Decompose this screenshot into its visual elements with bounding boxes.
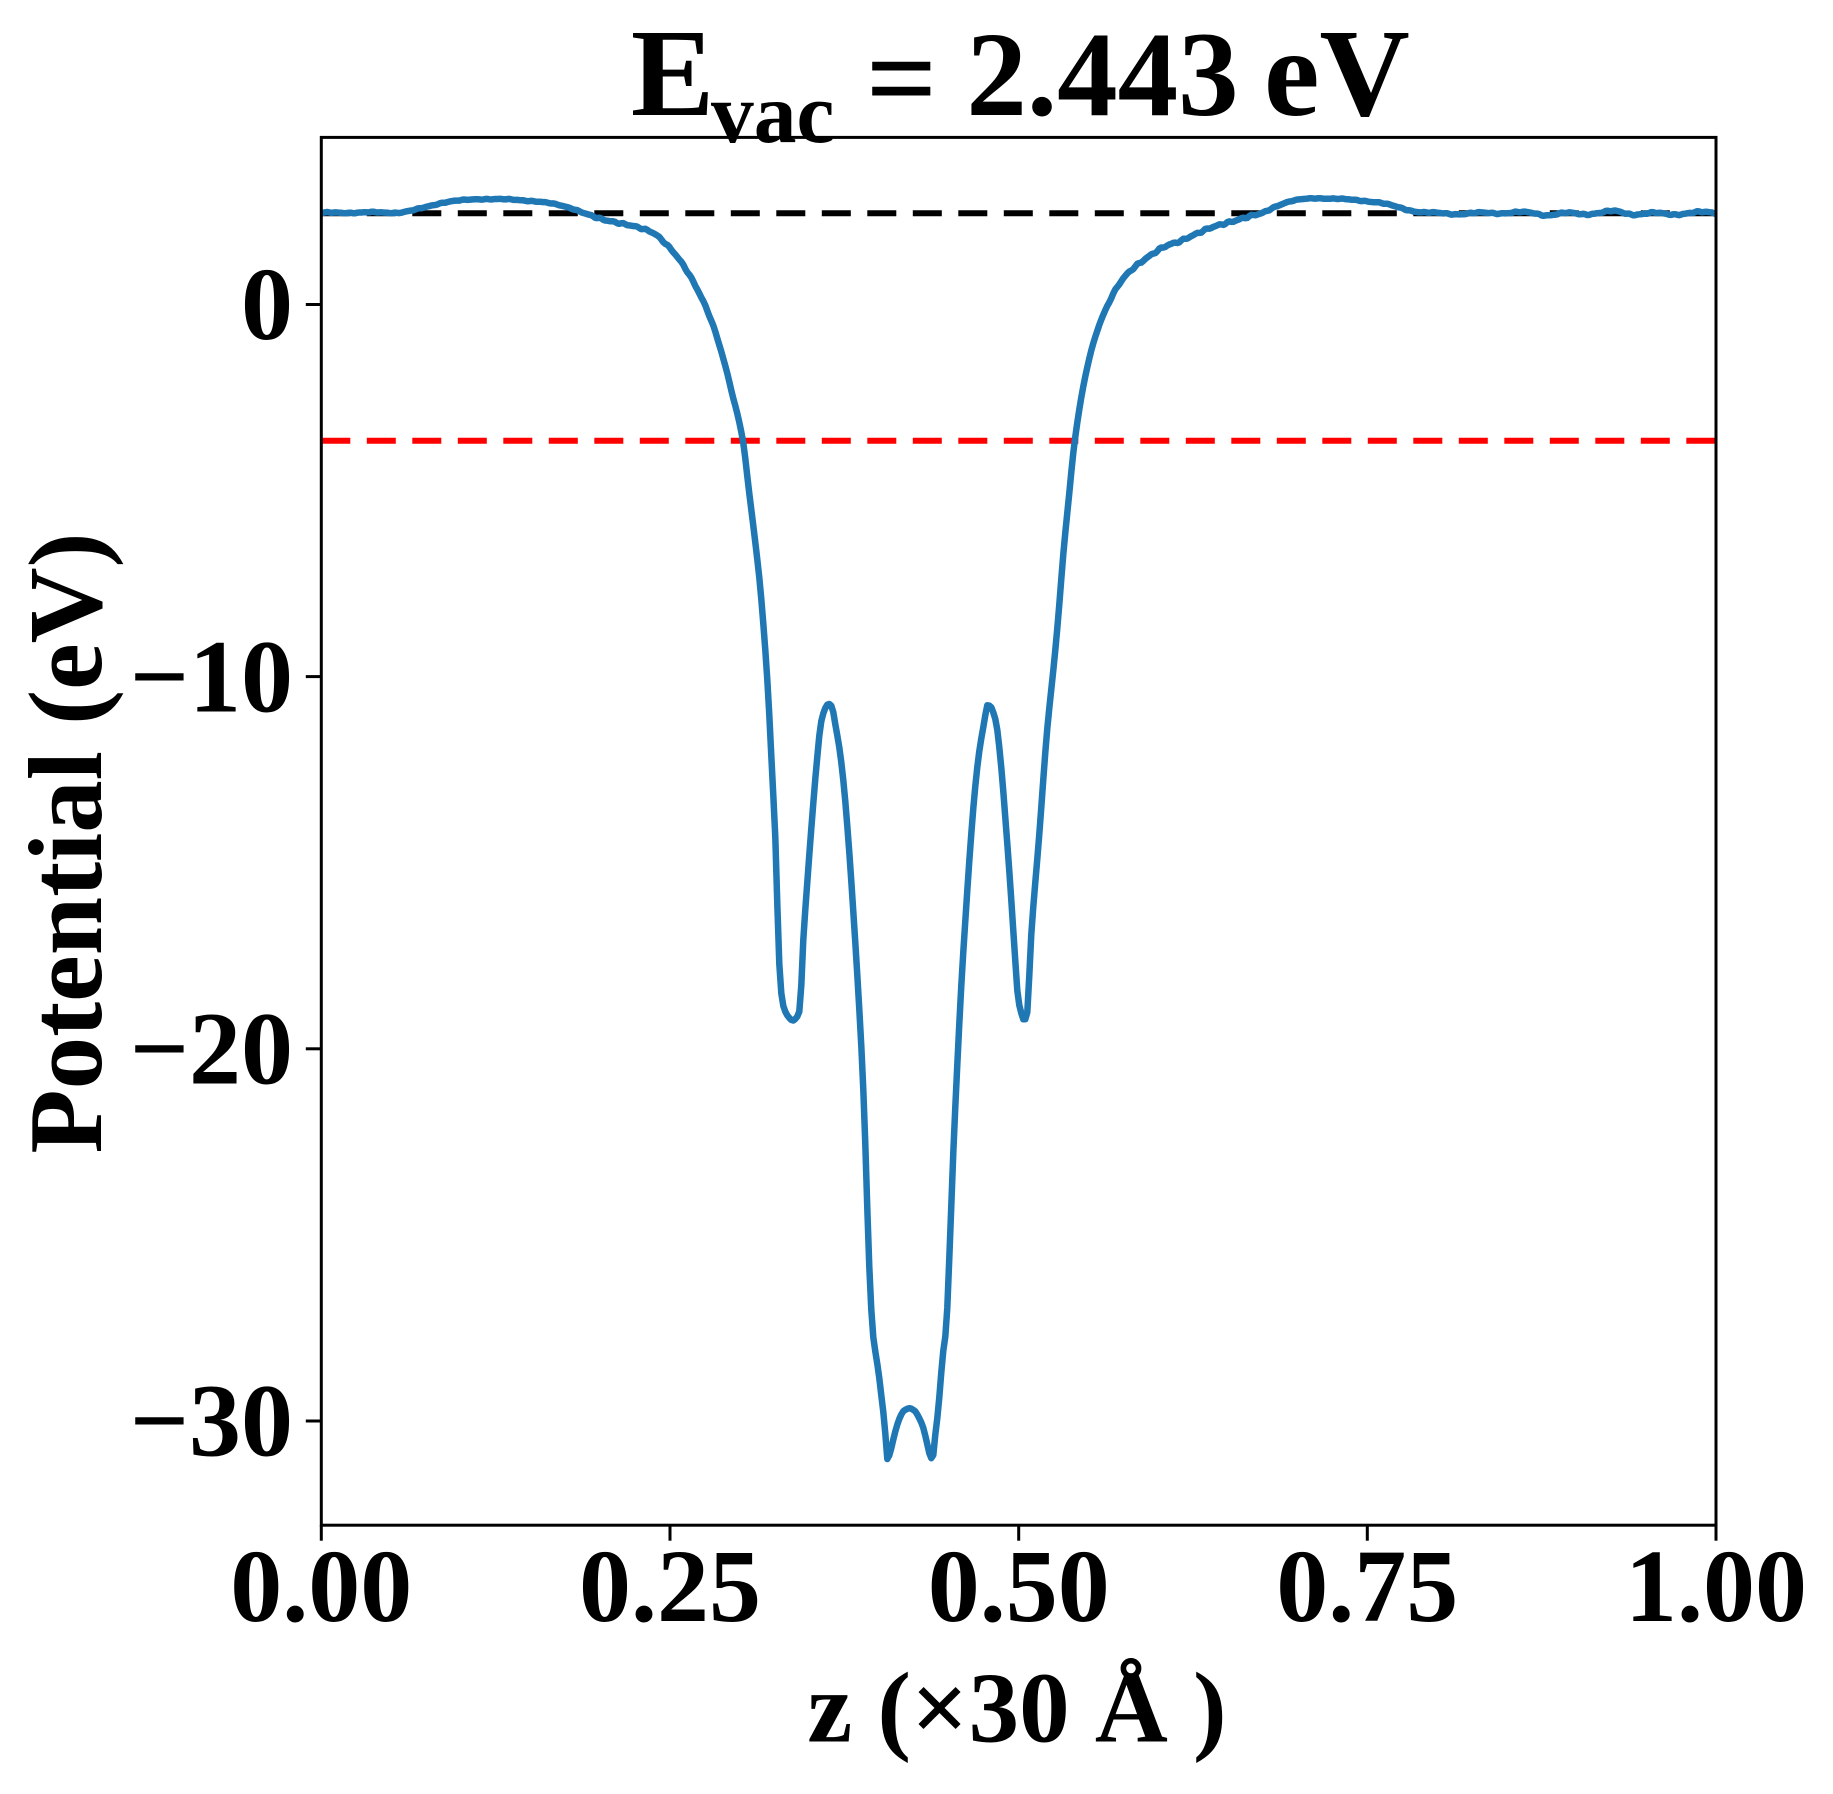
svg-text:0: 0 (241, 247, 293, 362)
svg-text:−30: −30 (130, 1364, 293, 1479)
svg-text:0.75: 0.75 (1276, 1529, 1458, 1644)
svg-text:0.25: 0.25 (579, 1529, 761, 1644)
svg-text:z (×30 Å ): z (×30 Å ) (807, 1652, 1226, 1764)
svg-text:E: E (631, 5, 714, 143)
svg-text:vac: vac (711, 67, 834, 161)
svg-text:0.00: 0.00 (230, 1529, 412, 1644)
svg-text:1.00: 1.00 (1625, 1529, 1807, 1644)
svg-text:0.50: 0.50 (928, 1529, 1110, 1644)
svg-text:=: = (866, 10, 937, 148)
svg-text:−20: −20 (130, 992, 293, 1107)
svg-text:eV: eV (1264, 5, 1410, 143)
svg-text:Potential (eV): Potential (eV) (7, 532, 124, 1153)
svg-text:−10: −10 (130, 619, 293, 734)
svg-text:2.443: 2.443 (966, 8, 1238, 142)
